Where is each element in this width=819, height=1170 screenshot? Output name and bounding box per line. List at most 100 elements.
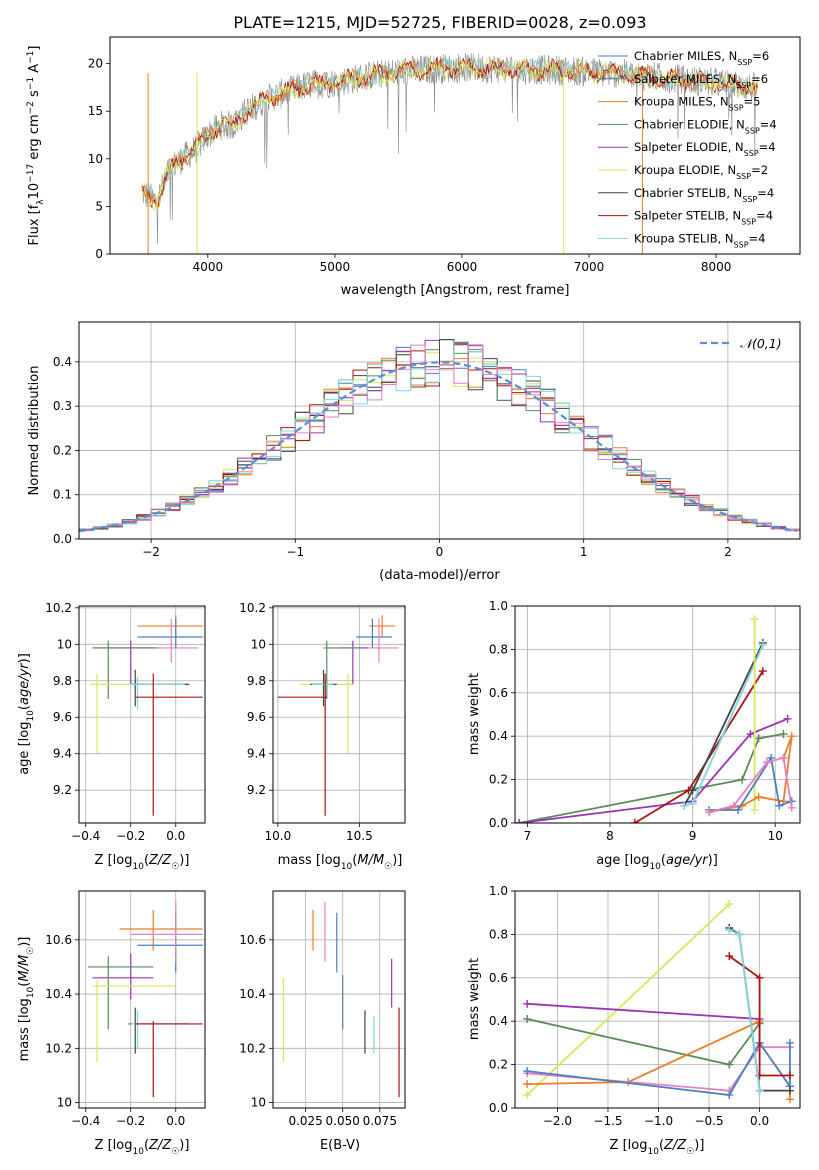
weight-vs-age-marker-8-0 <box>705 808 714 817</box>
age-vs-mass-xtick-label: 10.0 <box>265 829 292 843</box>
age-vs-mass-frame <box>272 605 406 824</box>
weight-vs-Z-marker-8-0 <box>725 926 734 935</box>
age-vs-Z-ylabel: age [log10(age/yr)] <box>17 653 36 775</box>
weight-vs-Z-frame <box>514 890 801 1109</box>
spectrum-ytick-label: 15 <box>88 104 103 118</box>
weight-vs-age-marker-1-3 <box>783 714 792 723</box>
mass-vs-Z-ylabel: mass [log10(M/M☉)] <box>17 937 36 1062</box>
weight-vs-Z-xtick-label: 0.0 <box>750 1114 769 1128</box>
residuals-xtick-label: 0 <box>436 545 444 559</box>
weight-vs-Z-marker-6-3 <box>785 1071 794 1080</box>
weight-vs-age-marker-4-1 <box>688 799 697 808</box>
weight-vs-Z-panel: −2.0 −1.5 −1.0 −0.5 0.0 0.0 0.2 0.4 0.6 0.8 1.0 Z [… <box>467 884 801 1157</box>
weight-vs-age-marker-8-3 <box>779 753 788 762</box>
weight-vs-age-marker-5-1 <box>750 615 759 624</box>
weight-vs-Z-marker-1-0 <box>523 999 532 1008</box>
weight-vs-Z-marker-6-1 <box>755 973 764 982</box>
mass-vs-ebv-panel: 0.025 0.050 0.075 10 10.2 10.4 10.6 E(B-V) <box>239 890 406 1153</box>
spectrum-ylabel: Flux [fλ10−17 erg cm−2 s−1 A−1] <box>26 46 46 246</box>
mass-vs-ebv-ytick-label: 10.4 <box>239 987 266 1001</box>
spectrum-xlabel: wavelength [Angstrom, rest frame] <box>341 283 570 298</box>
weight-vs-Z-xlabel: Z [log10(Z/Z☉)] <box>610 1138 705 1157</box>
weight-vs-age-xtick-label: 10 <box>768 829 783 843</box>
mass-vs-ebv-xtick-label: 0.025 <box>288 1114 322 1128</box>
spectrum-model-line-3 <box>141 56 759 211</box>
spectrum-ytick-label: 0 <box>95 247 103 261</box>
weight-vs-Z-marker-2-0 <box>523 1015 532 1024</box>
weight-vs-Z-marker-3-0 <box>523 1080 532 1089</box>
weight-vs-Z-series-line-0 <box>526 903 730 1096</box>
age-vs-mass-ytick-label: 9.6 <box>247 710 266 724</box>
age-vs-Z-xtick-label: 0.0 <box>166 829 185 843</box>
weight-vs-age-xtick-label: 9 <box>689 829 697 843</box>
weight-vs-Z-marker-2-1 <box>725 1060 734 1069</box>
spectrum-model-line-2 <box>141 57 759 208</box>
weight-vs-age-marker-2-2 <box>758 667 767 676</box>
weight-vs-Z-marker-5-0 <box>523 1067 532 1076</box>
mass-vs-Z-ytick-label: 10.4 <box>45 987 72 1001</box>
age-vs-Z-ytick-label: 9.2 <box>53 783 72 797</box>
weight-vs-age-marker-0-2 <box>754 734 763 743</box>
weight-vs-age-xlabel: age [log10(age/yr)] <box>596 853 718 872</box>
weight-vs-Z-marker-5-1 <box>725 1090 734 1099</box>
weight-vs-Z-ytick-label: 0.0 <box>489 1101 508 1115</box>
residuals-xtick-label: −1 <box>286 545 304 559</box>
weight-vs-Z-marker-8-1 <box>735 930 744 939</box>
spectrum-observed-line <box>141 52 758 245</box>
weight-vs-age-ytick-label: 0.8 <box>489 642 508 656</box>
spectrum-legend-label-4: Salpeter ELODIE, NSSP=4 <box>634 140 776 158</box>
mass-vs-Z-frame <box>78 890 206 1109</box>
spectrum-legend-label-8: Kroupa STELIB, NSSP=4 <box>634 231 765 249</box>
weight-vs-Z-marker-0-1 <box>725 900 734 909</box>
weight-vs-age-panel: 7 8 9 10 0.0 0.2 0.4 0.6 0.8 1.0 age [log10(age/yr… <box>467 599 801 872</box>
age-vs-Z-panel: −0.4 −0.2 0.0 9.2 9.4 9.6 9.8 10 10.2 Z [log10(Z/… <box>17 601 206 872</box>
weight-vs-Z-xtick-label: −1.5 <box>593 1114 622 1128</box>
spectrum-legend-label-5: Kroupa ELODIE, NSSP=2 <box>634 163 768 181</box>
mass-vs-ebv-xtick-label: 0.050 <box>326 1114 360 1128</box>
spectrum-legend-label-2: Kroupa MILES, NSSP=5 <box>634 95 760 113</box>
weight-vs-age-xtick-label: 7 <box>524 829 532 843</box>
weight-vs-Z-xtick-label: −0.5 <box>694 1114 723 1128</box>
mass-vs-ebv-ytick-label: 10 <box>251 1096 266 1110</box>
weight-vs-age-ylabel: mass weight <box>467 673 482 755</box>
age-vs-Z-ytick-label: 10.2 <box>45 601 72 615</box>
spectrum-xtick-label: 6000 <box>447 260 478 274</box>
spectrum-ytick-label: 5 <box>95 199 103 213</box>
residuals-frame <box>78 321 801 540</box>
residuals-ytick-label: 0.0 <box>53 532 72 546</box>
weight-vs-age-ytick-label: 1.0 <box>489 599 508 613</box>
residuals-ylabel: Normed distribution <box>27 366 42 496</box>
mass-vs-Z-xtick-label: −0.4 <box>71 1114 100 1128</box>
age-vs-mass-xtick-label: 10.5 <box>346 829 373 843</box>
spectrum-legend-label-1: Salpeter MILES, NSSP=6 <box>634 72 768 90</box>
weight-vs-Z-marker-7-3 <box>785 1086 794 1095</box>
weight-vs-age-ytick-label: 0.0 <box>489 816 508 830</box>
weight-vs-age-ytick-label: 0.6 <box>489 686 508 700</box>
age-vs-Z-xlabel: Z [log10(Z/Z☉)] <box>95 853 190 872</box>
residuals-gaussian-line <box>78 361 798 533</box>
residuals-hist-8 <box>79 344 800 539</box>
weight-vs-age-frame <box>514 605 801 824</box>
weight-vs-age-series-line-1 <box>518 717 788 823</box>
weight-vs-Z-xtick-label: −1.0 <box>644 1114 673 1128</box>
weight-vs-age-series-line-0 <box>518 733 784 823</box>
weight-vs-age-marker-5-0 <box>750 805 759 814</box>
weight-vs-age-marker-8-2 <box>762 758 771 767</box>
weight-vs-Z-ylabel: mass weight <box>467 958 482 1040</box>
spectrum-ytick-label: 10 <box>88 152 103 166</box>
age-vs-mass-xlabel: mass [log10(M/M☉)] <box>278 853 403 872</box>
spectrum-xtick-label: 5000 <box>320 260 351 274</box>
weight-vs-Z-marker-3-5 <box>785 1095 794 1104</box>
weight-vs-Z-ytick-label: 0.8 <box>489 927 508 941</box>
mass-vs-Z-xtick-label: 0.0 <box>166 1114 185 1128</box>
weight-vs-Z-marker-8-2 <box>755 1086 764 1095</box>
mass-vs-ebv-xtick-label: 0.075 <box>363 1114 397 1128</box>
residuals-xtick-label: 2 <box>724 545 732 559</box>
age-vs-Z-xtick-label: −0.2 <box>116 829 145 843</box>
residuals-ytick-label: 0.2 <box>53 443 72 457</box>
age-vs-mass-ytick-label: 10.2 <box>239 601 266 615</box>
weight-vs-Z-xtick-label: −2.0 <box>543 1114 572 1128</box>
residuals-ytick-label: 0.3 <box>53 399 72 413</box>
